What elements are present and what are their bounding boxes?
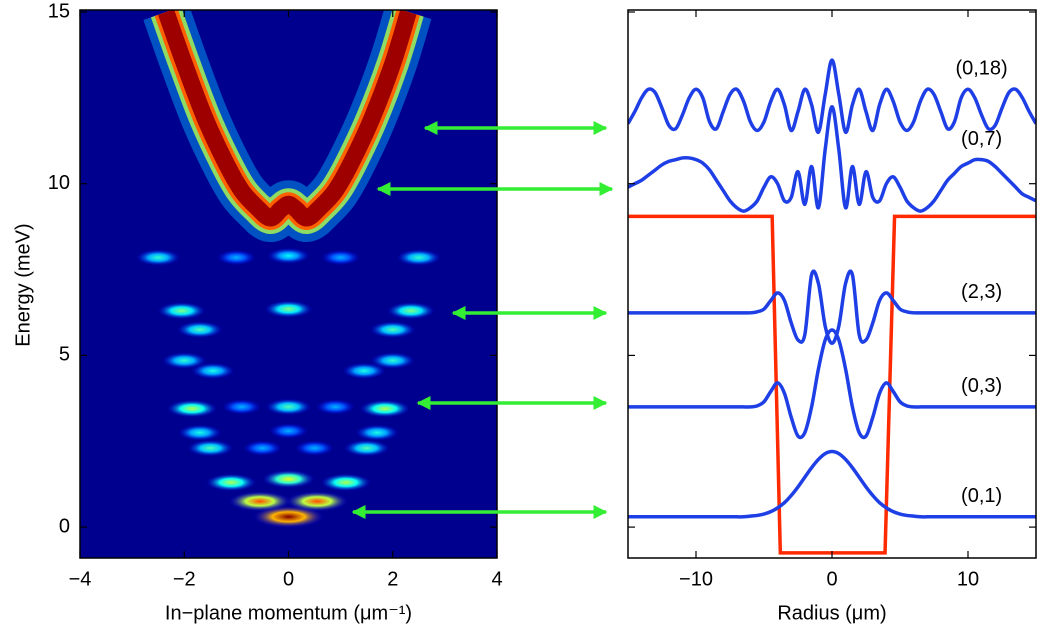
x-tick-label: −4: [69, 568, 92, 590]
spot: [187, 439, 234, 457]
spot: [295, 440, 334, 456]
x-tick-label: −10: [679, 568, 713, 590]
spot: [205, 473, 257, 492]
spot: [370, 352, 415, 369]
spot: [316, 399, 355, 415]
x-tick-label: −2: [173, 568, 196, 590]
spot: [320, 473, 372, 492]
spot: [157, 302, 206, 320]
x-tick-label: 4: [491, 568, 502, 590]
x-tick-label: 10: [957, 568, 979, 590]
spot: [265, 398, 312, 416]
spot: [342, 362, 386, 379]
y-tick-label: 5: [59, 344, 70, 366]
series-label: (2,3): [961, 281, 1002, 303]
y-tick-label: 10: [48, 172, 70, 194]
wavefunction: [628, 328, 1036, 440]
series-label: (0,3): [961, 375, 1002, 397]
heatmap-background: [80, 10, 497, 558]
x-axis-label: Radius (μm): [777, 602, 886, 624]
spot: [285, 491, 349, 512]
ridge: [157, 10, 417, 227]
wavefunction: [628, 58, 1036, 134]
plot-area: [80, 10, 497, 558]
spot: [396, 249, 441, 266]
spot: [178, 424, 222, 441]
spot: [386, 302, 435, 320]
wavefunction: [628, 449, 1036, 519]
spot: [222, 399, 261, 415]
panel: −4 −2 0 2 4 0 5 10 15 In−plane momentum (μm⁻¹) Ene…: [12, 0, 502, 624]
spot: [321, 250, 360, 266]
spot: [355, 424, 399, 441]
x-tick-label: 2: [387, 568, 398, 590]
spot: [217, 250, 256, 266]
spot: [228, 491, 292, 512]
spot: [177, 321, 223, 338]
spot: [359, 399, 411, 418]
y-tick-label: 0: [59, 515, 70, 537]
spot: [136, 249, 181, 266]
spot: [243, 440, 282, 456]
plot-area: [628, 58, 1036, 555]
x-tick-label: 0: [826, 568, 837, 590]
spot: [264, 300, 313, 318]
x-tick-label: 0: [283, 568, 294, 590]
spot: [166, 399, 218, 418]
spot: [343, 439, 390, 457]
spot: [267, 247, 310, 264]
potential-line: [628, 214, 1036, 555]
series-label: (0,7): [961, 128, 1002, 150]
x-axis-label: In−plane momentum (μm⁻¹): [165, 602, 412, 624]
spot: [162, 352, 207, 369]
panel: (0,18) (0,7) (2,3) (0,3) (0,1) −10 0 10 Radius (…: [627, 9, 1037, 624]
wavefunction: [628, 105, 1036, 213]
arrows: [351, 121, 614, 519]
spot: [262, 470, 315, 489]
wavefunction: [628, 269, 1036, 346]
spot: [252, 505, 325, 528]
y-tick-label: 15: [48, 0, 70, 22]
series-label: (0,18): [955, 58, 1007, 80]
spot: [269, 423, 308, 439]
series-label: (0,1): [961, 485, 1002, 507]
spot: [191, 362, 235, 379]
spot: [369, 321, 416, 338]
y-axis-label: Energy (meV): [12, 223, 34, 346]
